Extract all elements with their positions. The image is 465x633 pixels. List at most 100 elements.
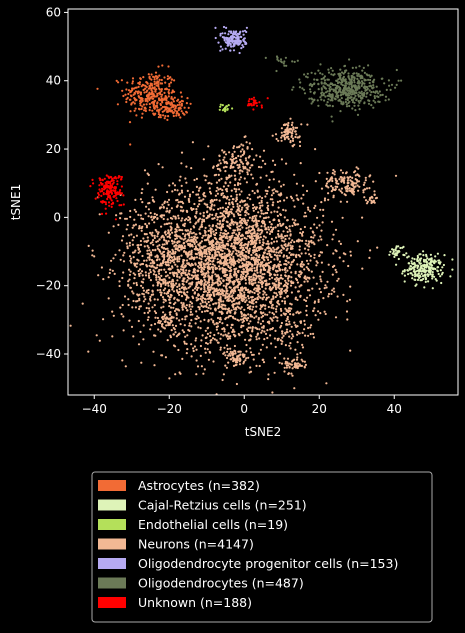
scatter-point [232,250,235,253]
scatter-point [234,350,237,353]
scatter-point [242,39,245,42]
scatter-point [224,268,227,271]
scatter-point [218,223,221,226]
scatter-point [223,351,226,354]
scatter-point [167,261,170,264]
scatter-point [189,300,192,303]
scatter-point [356,173,359,176]
scatter-point [350,183,353,186]
scatter-point [173,261,176,264]
scatter-point [259,265,262,268]
scatter-point [201,247,204,250]
scatter-point [299,263,302,266]
scatter-point [148,264,151,267]
scatter-point [251,326,254,329]
scatter-point [260,305,263,309]
scatter-point [218,226,221,229]
scatter-point [207,250,210,253]
scatter-point [140,85,143,88]
scatter-point [416,256,420,259]
scatter-point [285,328,289,331]
scatter-point [95,334,98,337]
scatter-point [248,291,251,294]
scatter-point [276,200,279,203]
scatter-point [208,255,211,258]
scatter-point [198,196,201,199]
scatter-point [171,231,174,234]
scatter-point [211,217,214,220]
scatter-point [302,202,305,205]
scatter-point [226,162,229,165]
scatter-point [299,311,302,314]
scatter-point [230,323,233,326]
scatter-point [176,260,179,263]
scatter-point [218,265,221,268]
scatter-point [154,75,157,78]
scatter-point [423,267,426,271]
scatter-point [265,346,268,349]
scatter-point [266,252,269,255]
scatter-point [139,243,143,246]
scatter-point [281,246,284,249]
scatter-point [403,274,406,277]
scatter-point [156,232,159,235]
scatter-point [338,256,341,259]
scatter-point [151,101,154,104]
scatter-point [131,306,134,309]
scatter-point [288,225,291,228]
scatter-point [253,291,256,295]
scatter-point [163,278,166,281]
scatter-point [214,254,217,257]
scatter-point [232,213,235,216]
scatter-point [391,252,394,255]
scatter-point [224,182,227,185]
scatter-point [206,257,209,260]
scatter-point [158,244,161,247]
scatter-point [163,223,166,226]
scatter-point [314,204,317,207]
scatter-point [189,277,192,280]
scatter-point [207,182,210,185]
scatter-point [284,245,287,248]
scatter-point [153,78,156,81]
scatter-point [119,258,122,261]
scatter-point [203,318,206,321]
scatter-point [136,92,139,95]
scatter-point [237,209,241,212]
scatter-point [155,266,158,269]
scatter-point [289,313,292,316]
scatter-point [226,347,229,351]
scatter-point [203,174,206,177]
scatter-point [347,264,350,268]
scatter-point [327,198,330,201]
scatter-point [298,144,302,148]
scatter-point [270,255,273,259]
scatter-point [191,295,194,298]
scatter-point [188,305,191,308]
scatter-point [163,320,166,323]
scatter-point [187,243,190,247]
scatter-point [171,265,174,268]
scatter-point [238,265,241,268]
scatter-point [204,301,207,304]
scatter-point [280,131,283,134]
scatter-point [246,306,250,310]
scatter-point [239,307,242,310]
scatter-point [225,316,228,319]
scatter-point [305,259,309,262]
scatter-point [219,260,222,263]
scatter-point [232,283,235,286]
scatter-point [286,247,289,250]
scatter-point [300,364,303,367]
scatter-point [200,240,203,243]
scatter-point [236,164,239,167]
scatter-point [267,216,270,219]
scatter-point [218,168,221,171]
scatter-point [163,247,166,250]
scatter-point [224,285,227,288]
scatter-point [259,206,262,209]
scatter-point [249,326,252,329]
scatter-point [200,280,203,283]
scatter-point [339,242,342,245]
scatter-point [225,235,228,238]
